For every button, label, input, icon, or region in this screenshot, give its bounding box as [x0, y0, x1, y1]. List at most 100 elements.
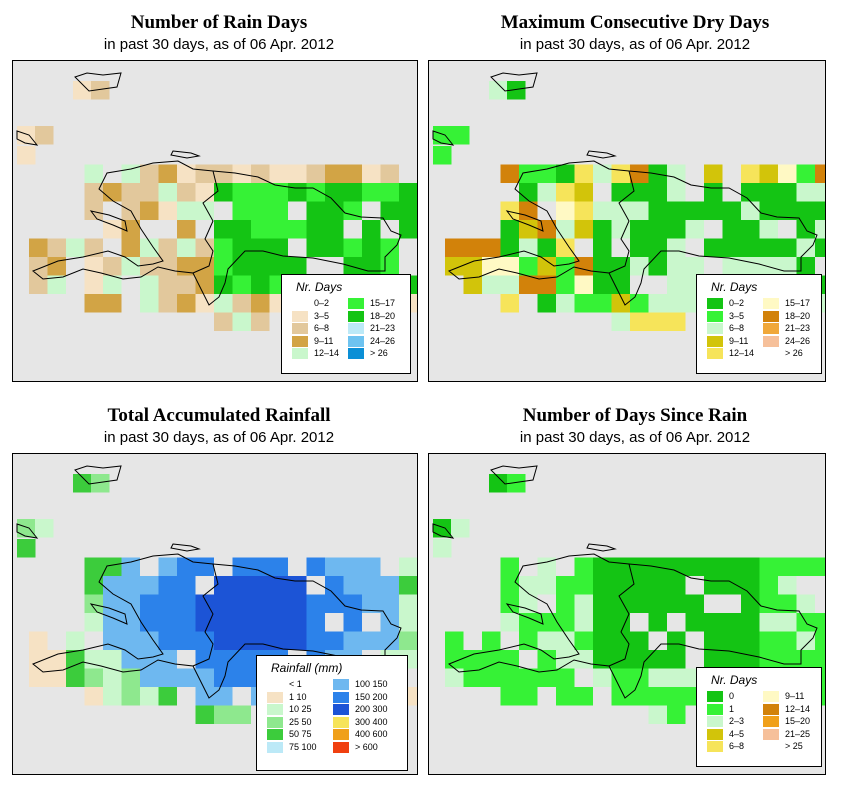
grid-cell	[17, 126, 36, 145]
panel-subtitle: in past 30 days, as of 06 Apr. 2012	[103, 429, 335, 446]
grid-cell	[214, 294, 233, 313]
grid-cell	[325, 238, 344, 257]
grid-cell	[741, 557, 760, 576]
legend-swatch	[763, 691, 779, 702]
grid-cell	[463, 257, 482, 276]
grid-cell	[574, 294, 593, 313]
legend-swatch	[763, 703, 779, 715]
grid-cell	[556, 257, 575, 276]
grid-cell	[433, 146, 452, 165]
grid-cell	[121, 557, 140, 576]
grid-cell	[815, 613, 825, 632]
grid-cell	[574, 687, 593, 706]
grid-cell	[556, 164, 575, 183]
grid-cell	[362, 576, 381, 595]
legend-swatch	[267, 691, 283, 703]
grid-cell	[84, 576, 103, 595]
coast-outline	[16, 523, 39, 539]
grid-cell	[232, 668, 251, 687]
grid-cell	[796, 631, 815, 650]
grid-cell	[140, 668, 159, 687]
grid-cell	[158, 275, 177, 294]
grid-cell	[251, 594, 270, 613]
grid-cell	[574, 220, 593, 239]
grid-cell	[574, 164, 593, 183]
grid-cell	[630, 201, 649, 220]
grid-cell	[380, 238, 399, 257]
coast-outline	[432, 130, 455, 146]
grid-cell	[489, 81, 508, 100]
legend-swatch	[292, 348, 308, 359]
grid-cell	[140, 294, 159, 313]
grid-cell	[103, 650, 122, 669]
grid-cell	[158, 238, 177, 257]
grid-cell	[195, 164, 214, 183]
grid-cell	[73, 474, 92, 493]
grid-cell	[574, 201, 593, 220]
grid-cell	[722, 238, 741, 257]
grid-cell	[288, 594, 307, 613]
legend-swatch	[707, 335, 723, 347]
grid-cell	[380, 576, 399, 595]
legend-swatch	[763, 716, 779, 727]
grid-cell	[537, 275, 556, 294]
grid-cell	[500, 164, 519, 183]
panel-title: Maximum Consecutive Dry Days	[500, 12, 770, 33]
grid-cell	[815, 201, 825, 220]
grid-cell	[251, 631, 270, 650]
grid-cell	[489, 474, 508, 493]
grid-cell	[796, 183, 815, 202]
grid-cell	[177, 613, 196, 632]
grid-cell	[288, 631, 307, 650]
grid-cell	[722, 220, 741, 239]
grid-cell	[399, 201, 417, 220]
grid-cell	[815, 238, 825, 257]
grid-cell	[796, 594, 815, 613]
grid-cell	[796, 650, 815, 669]
grid-cell	[500, 576, 519, 595]
grid-cell	[380, 594, 399, 613]
grid-cell	[445, 668, 464, 687]
coast-outline	[432, 523, 455, 539]
grid-cell	[667, 312, 686, 331]
grid-cell	[463, 650, 482, 669]
grid-cell	[343, 183, 362, 202]
grid-cell	[667, 294, 686, 313]
grid-cell	[507, 474, 526, 493]
legend-swatch	[763, 348, 779, 359]
grid-cell	[399, 613, 417, 632]
grid-cell	[288, 576, 307, 595]
grid-cell	[325, 557, 344, 576]
grid-cell	[121, 650, 140, 669]
grid-cell	[103, 294, 122, 313]
grid-cell	[325, 201, 344, 220]
grid-cell	[103, 183, 122, 202]
grid-cell	[482, 238, 501, 257]
grid-cell	[121, 631, 140, 650]
grid-cell	[741, 631, 760, 650]
grid-cell	[741, 238, 760, 257]
grid-cell	[47, 257, 66, 276]
grid-cell	[362, 164, 381, 183]
grid-cell	[232, 294, 251, 313]
coast-outline	[170, 150, 201, 159]
grid-cell	[121, 257, 140, 276]
grid-cell	[362, 238, 381, 257]
panel-title: Number of Days Since Rain	[522, 405, 748, 426]
grid-cell	[47, 668, 66, 687]
legend-rainfall: Rainfall (mm) < 1 1 10 10 25 25 50 50 75…	[256, 655, 408, 771]
grid-cell	[630, 631, 649, 650]
grid-cell	[103, 687, 122, 706]
grid-cell	[648, 220, 667, 239]
grid-cell	[103, 594, 122, 613]
grid-cell	[121, 576, 140, 595]
grid-cell	[140, 238, 159, 257]
grid-cell	[611, 294, 630, 313]
grid-cell	[195, 687, 214, 706]
grid-cell	[704, 201, 723, 220]
grid-cell	[741, 183, 760, 202]
grid-cell	[158, 594, 177, 613]
grid-cell	[630, 294, 649, 313]
grid-cell	[759, 164, 778, 183]
grid-cell	[269, 613, 288, 632]
